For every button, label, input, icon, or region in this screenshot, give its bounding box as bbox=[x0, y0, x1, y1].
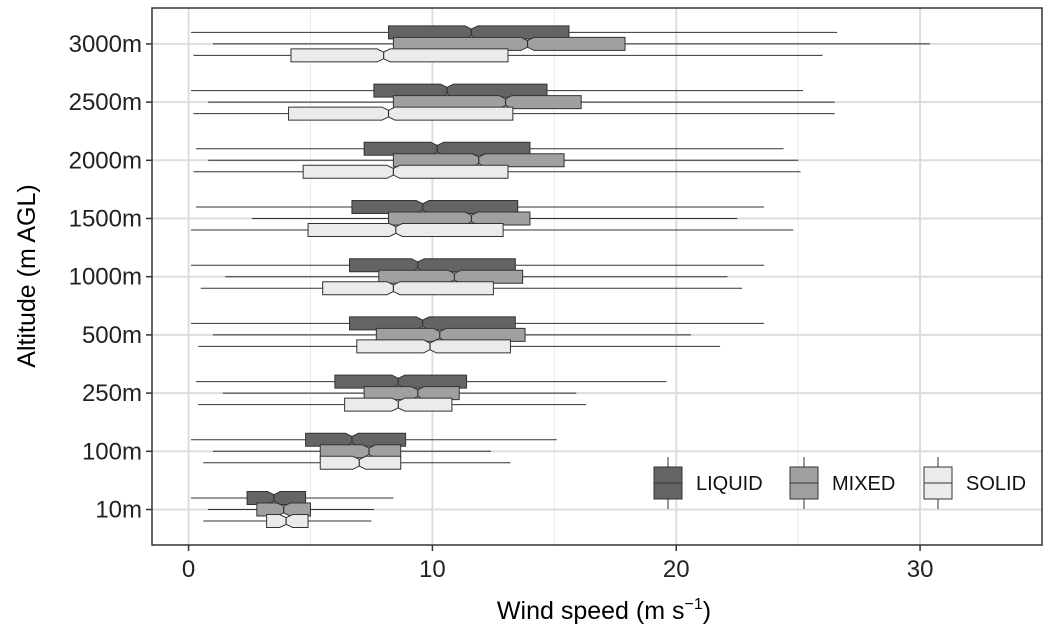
y-axis: 10m 100m 250m 500m 1000m 1500m 2000m 2500m 3000m bbox=[69, 31, 152, 524]
y-tick-label: 1500m bbox=[69, 206, 142, 233]
box-body bbox=[357, 340, 511, 353]
y-tick-label: 100m bbox=[82, 438, 142, 465]
x-tick-label: 0 bbox=[182, 556, 195, 583]
box-body bbox=[291, 49, 508, 62]
y-tick-label: 10m bbox=[95, 497, 142, 524]
legend-label: SOLID bbox=[966, 473, 1026, 495]
x-axis-title: Wind speed (m s−1) bbox=[497, 596, 711, 625]
y-tick-label: 250m bbox=[82, 380, 142, 407]
box-body bbox=[308, 224, 503, 237]
x-tick-label: 20 bbox=[663, 556, 690, 583]
y-tick-label: 1000m bbox=[69, 264, 142, 291]
x-tick-label: 10 bbox=[419, 556, 446, 583]
box-body bbox=[323, 282, 494, 295]
y-tick-label: 3000m bbox=[69, 31, 142, 58]
x-axis: 0 10 20 30 bbox=[182, 545, 934, 583]
box-body bbox=[303, 165, 508, 178]
y-tick-label: 2000m bbox=[69, 147, 142, 174]
x-tick-label: 30 bbox=[907, 556, 934, 583]
x-axis-title-main: Wind speed (m s bbox=[497, 597, 685, 625]
y-axis-title: Altitude (m AGL) bbox=[13, 184, 41, 367]
legend-label: LIQUID bbox=[696, 473, 763, 495]
box-body bbox=[289, 107, 513, 120]
x-axis-title-superscript: −1 bbox=[684, 596, 702, 613]
y-tick-label: 500m bbox=[82, 322, 142, 349]
x-axis-title-suffix: ) bbox=[703, 597, 711, 625]
legend-label: MIXED bbox=[832, 473, 895, 495]
y-tick-label: 2500m bbox=[69, 89, 142, 116]
